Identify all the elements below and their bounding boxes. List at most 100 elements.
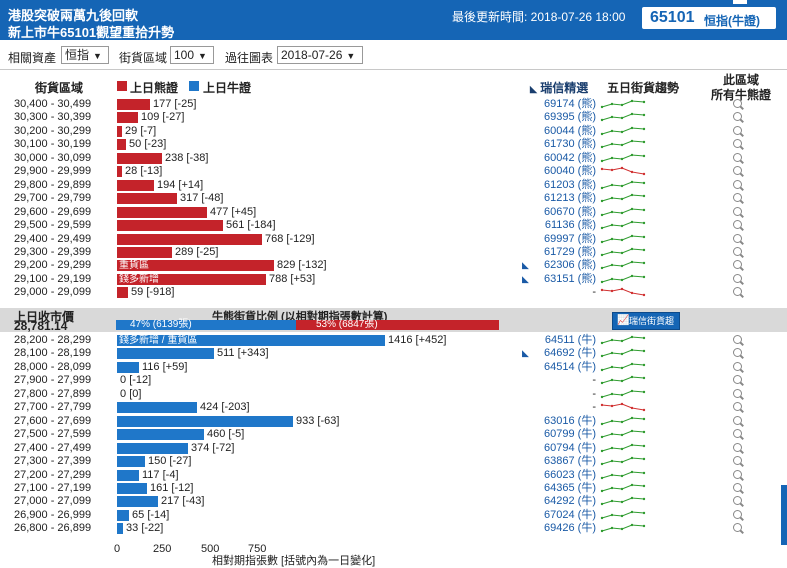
bull-bar[interactable]	[117, 509, 129, 521]
bear-bar[interactable]	[117, 206, 207, 218]
warrant-code[interactable]: 62306 (熊)	[544, 259, 596, 272]
warrant-cell[interactable]: 66023 (牛)	[500, 469, 600, 482]
warrant-code[interactable]: 61729 (熊)	[544, 245, 596, 258]
warrant-cell[interactable]: -	[500, 401, 600, 414]
search-icon[interactable]	[733, 260, 742, 270]
warrant-code[interactable]: -	[592, 286, 596, 299]
search-icon[interactable]	[733, 179, 742, 189]
bear-bar[interactable]	[117, 166, 122, 178]
search-icon[interactable]	[733, 99, 742, 108]
warrant-code[interactable]: -	[592, 401, 596, 414]
warrant-cell[interactable]: 67024 (牛)	[500, 509, 600, 522]
bear-bar[interactable]	[117, 99, 150, 110]
warrant-code[interactable]: 67024 (牛)	[544, 508, 596, 521]
search-icon[interactable]	[733, 287, 742, 297]
warrant-code[interactable]: 64514 (牛)	[544, 360, 596, 373]
warrant-code[interactable]: 64292 (牛)	[544, 495, 596, 508]
search-icon[interactable]	[733, 273, 742, 283]
warrant-cell[interactable]: 63016 (牛)	[500, 415, 600, 428]
chart-date-select[interactable]: 2018-07-26 ▼	[277, 46, 363, 64]
search-icon[interactable]	[733, 125, 742, 135]
warrant-code[interactable]: 61136 (熊)	[544, 219, 596, 232]
search-icon[interactable]	[733, 509, 742, 519]
bull-bar[interactable]	[117, 469, 139, 481]
search-icon[interactable]	[733, 220, 742, 230]
warrant-code[interactable]: 63016 (牛)	[544, 414, 596, 427]
search-icon[interactable]	[733, 152, 742, 162]
warrant-cell[interactable]: -	[500, 388, 600, 401]
warrant-code[interactable]: 69997 (熊)	[544, 232, 596, 245]
search-icon[interactable]	[733, 496, 742, 506]
warrant-code[interactable]: 64511 (牛)	[544, 334, 596, 346]
bear-bar[interactable]	[117, 193, 177, 205]
warrant-cell[interactable]: 61203 (熊)	[500, 179, 600, 192]
warrant-code[interactable]: 61213 (熊)	[544, 192, 596, 205]
warrant-code[interactable]: 63151 (熊)	[544, 272, 596, 285]
search-icon[interactable]	[733, 429, 742, 439]
warrant-cell[interactable]: 60040 (熊)	[500, 165, 600, 178]
bull-bar[interactable]	[117, 415, 293, 427]
warrant-code[interactable]: 66023 (牛)	[544, 468, 596, 481]
range-select[interactable]: 100 ▼	[170, 46, 214, 64]
bear-bar[interactable]: 錢多新增	[117, 273, 266, 285]
warrant-cell[interactable]: 61136 (熊)	[500, 219, 600, 232]
bear-bar[interactable]	[117, 112, 138, 124]
search-icon[interactable]	[733, 206, 742, 216]
warrant-cell[interactable]: ◣ 63151 (熊)	[500, 273, 600, 286]
warrant-code[interactable]: -	[592, 387, 596, 400]
bear-bar[interactable]	[117, 233, 262, 245]
warrant-cell[interactable]: 69174 (熊)	[500, 98, 600, 111]
side-tab[interactable]	[781, 485, 787, 545]
search-icon[interactable]	[733, 166, 742, 176]
underlying-code-box[interactable]: 65101 恒指(牛證)	[642, 7, 776, 29]
warrant-cell[interactable]: 64514 (牛)	[500, 361, 600, 374]
warrant-cell[interactable]: 69426 (牛)	[500, 522, 600, 535]
warrant-cell[interactable]: 60042 (熊)	[500, 152, 600, 165]
warrant-cell[interactable]: 64365 (牛)	[500, 482, 600, 495]
search-icon[interactable]	[733, 375, 742, 385]
search-icon[interactable]	[733, 246, 742, 256]
bear-bar[interactable]	[117, 246, 172, 258]
search-icon[interactable]	[733, 442, 742, 452]
search-icon[interactable]	[733, 112, 742, 122]
search-icon[interactable]	[733, 415, 742, 425]
warrant-code[interactable]: 60670 (熊)	[544, 205, 596, 218]
warrant-code[interactable]: 60044 (熊)	[544, 124, 596, 137]
bull-bar[interactable]	[117, 348, 214, 360]
bear-bar[interactable]	[117, 179, 154, 191]
bull-bar[interactable]	[117, 429, 204, 441]
warrant-code[interactable]: 69174 (熊)	[544, 98, 596, 110]
warrant-code[interactable]: 60799 (牛)	[544, 428, 596, 441]
warrant-code[interactable]: 69426 (牛)	[544, 522, 596, 535]
warrant-code[interactable]: 60794 (牛)	[544, 441, 596, 454]
warrant-code[interactable]: 64692 (牛)	[544, 347, 596, 360]
warrant-cell[interactable]: 61729 (熊)	[500, 246, 600, 259]
bear-bar[interactable]	[117, 220, 223, 232]
warrant-cell[interactable]: 69997 (熊)	[500, 233, 600, 246]
trend-button[interactable]: 📈 瑞信街貨趨勢	[612, 312, 680, 342]
warrant-cell[interactable]: -	[500, 374, 600, 387]
bull-bar[interactable]	[117, 456, 145, 468]
search-icon[interactable]	[733, 348, 742, 358]
warrant-cell[interactable]: 60794 (牛)	[500, 442, 600, 455]
bull-bar[interactable]	[117, 442, 188, 454]
asset-select[interactable]: 恒指 ▼	[61, 46, 109, 64]
bear-bar[interactable]	[117, 152, 162, 164]
warrant-cell[interactable]: -	[500, 286, 600, 299]
warrant-cell[interactable]: ◣ 64692 (牛)	[500, 347, 600, 360]
warrant-cell[interactable]: 61213 (熊)	[500, 192, 600, 205]
warrant-cell[interactable]: 63867 (牛)	[500, 455, 600, 468]
bear-bar[interactable]: 重貨區	[117, 260, 274, 272]
search-icon[interactable]	[733, 402, 742, 412]
headline-2[interactable]: 新上市牛65101觀望重拾升勢	[8, 25, 175, 40]
warrant-cell[interactable]: 60670 (熊)	[500, 206, 600, 219]
bull-bar[interactable]: 錢多新增 / 重貨區	[117, 335, 385, 346]
warrant-cell[interactable]: 64292 (牛)	[500, 495, 600, 508]
warrant-cell[interactable]: ◣ 62306 (熊)	[500, 259, 600, 272]
search-icon[interactable]	[733, 139, 742, 149]
warrant-cell[interactable]: 61730 (熊)	[500, 138, 600, 151]
warrant-cell[interactable]: 60799 (牛)	[500, 428, 600, 441]
search-icon[interactable]	[733, 469, 742, 479]
warrant-code[interactable]: -	[592, 374, 596, 387]
bull-bar[interactable]	[117, 523, 123, 535]
